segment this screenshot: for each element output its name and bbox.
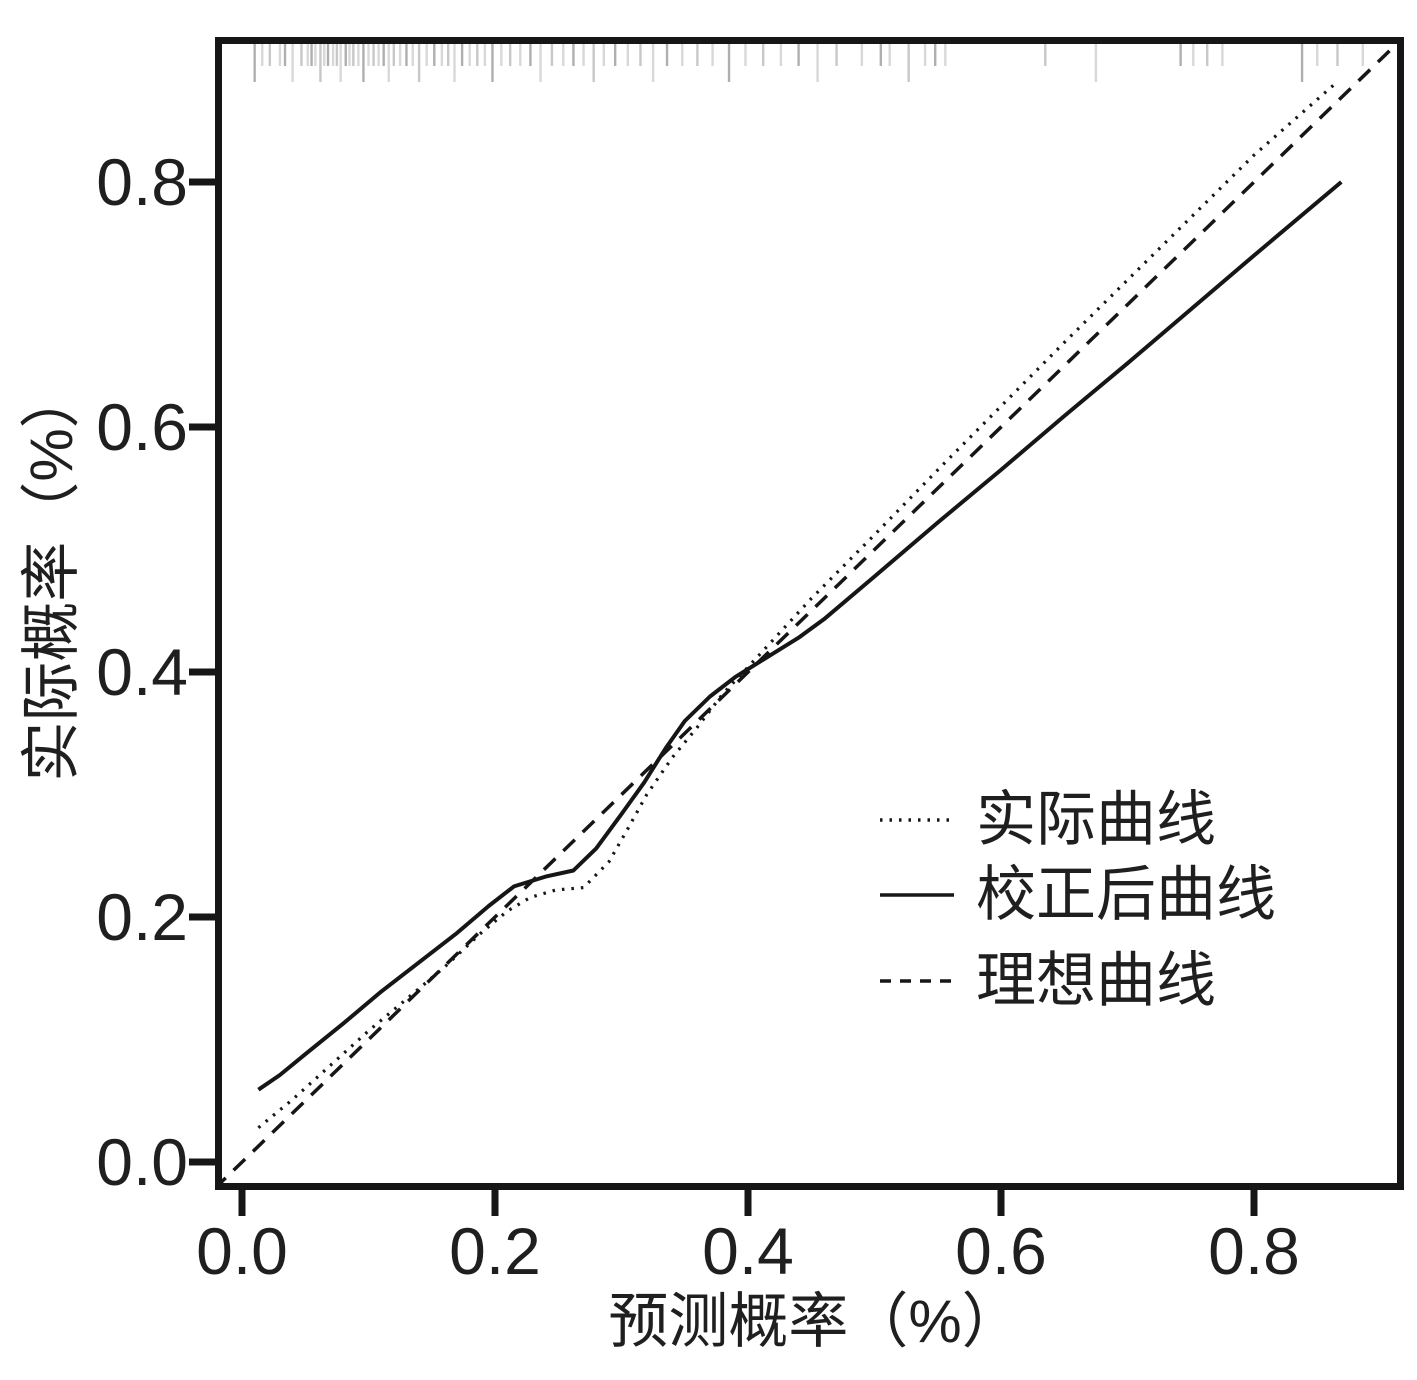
x-axis-title: 预测概率（%） [608, 1288, 1022, 1355]
legend-label-ideal: 理想曲线 [976, 947, 1216, 1014]
ideal-curve [215, 37, 1404, 1190]
y-tick-label: 0.4 [96, 635, 188, 709]
y-tick-label: 0.8 [96, 145, 188, 219]
x-tick-label: 0.0 [196, 1214, 288, 1288]
y-axis-title: 实际概率（%） [18, 368, 85, 782]
legend-label-corrected: 校正后曲线 [976, 861, 1276, 928]
y-tick-label: 0.0 [96, 1125, 188, 1199]
dotted-line-sample-icon [880, 818, 954, 822]
legend-label-actual: 实际曲线 [976, 786, 1216, 853]
legend-item-actual: 实际曲线 [878, 784, 1276, 856]
plot-border [215, 37, 1404, 1190]
legend-item-ideal: 理想曲线 [878, 945, 1276, 1017]
y-tick-label: 0.2 [96, 880, 188, 954]
solid-line-sample-icon [880, 893, 954, 897]
actual-curve [257, 81, 1338, 1129]
legend: 实际曲线 校正后曲线 理想曲线 [878, 784, 1276, 1017]
dashed-line-sample-icon [880, 979, 954, 983]
x-tick-label: 0.2 [449, 1214, 541, 1288]
x-tick-label: 0.4 [702, 1214, 794, 1288]
corrected-curve [257, 180, 1343, 1092]
legend-item-corrected: 校正后曲线 [878, 859, 1276, 931]
x-tick-label: 0.6 [955, 1214, 1047, 1288]
y-tick-label: 0.6 [96, 390, 188, 464]
x-tick-label: 0.8 [1208, 1214, 1300, 1288]
